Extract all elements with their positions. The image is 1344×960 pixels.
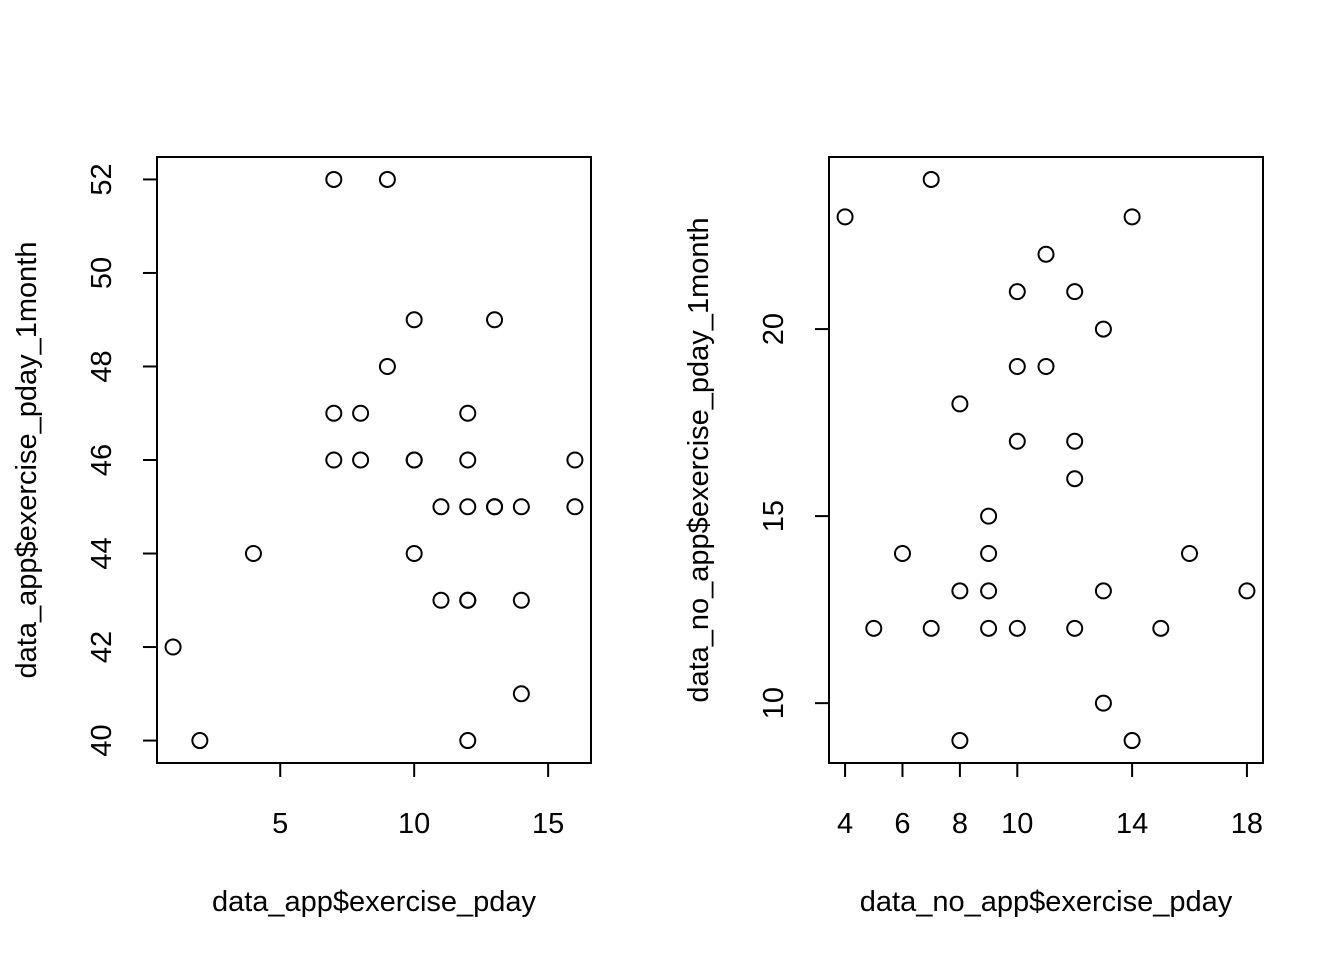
data-point bbox=[486, 311, 504, 329]
plot-frame-left bbox=[156, 156, 592, 764]
data-point bbox=[951, 732, 969, 750]
data-point bbox=[191, 732, 209, 750]
data-point bbox=[566, 451, 584, 469]
y-axis-left: 40 42 44 46 48 50 52 bbox=[86, 163, 158, 757]
points-left bbox=[164, 170, 584, 750]
data-point bbox=[325, 170, 343, 188]
y-tick-label: 15 bbox=[758, 500, 790, 532]
data-point bbox=[1037, 245, 1055, 263]
data-point bbox=[325, 451, 343, 469]
data-point bbox=[352, 404, 370, 422]
y-axis-label-left: data_app$exercise_pday_1month bbox=[11, 242, 43, 679]
data-point bbox=[566, 498, 584, 516]
data-point bbox=[164, 638, 182, 656]
data-point bbox=[1094, 320, 1112, 338]
plot-frame-right bbox=[828, 156, 1264, 764]
y-tick-label: 46 bbox=[86, 444, 118, 476]
data-point bbox=[378, 357, 396, 375]
scatter-panel-right: 4 6 8 10 14 18 10 15 20 data_no_app$exercise_pd… bbox=[683, 156, 1264, 918]
data-point bbox=[1008, 432, 1026, 450]
data-point bbox=[459, 404, 477, 422]
y-axis-right: 10 15 20 bbox=[758, 313, 830, 719]
y-tick-label: 20 bbox=[758, 313, 790, 345]
data-point bbox=[432, 498, 450, 516]
x-axis-right: 4 6 8 10 14 18 bbox=[837, 762, 1263, 840]
data-point bbox=[1066, 470, 1084, 488]
y-tick-label: 50 bbox=[86, 257, 118, 289]
data-point bbox=[1094, 582, 1112, 600]
data-point bbox=[1123, 732, 1141, 750]
y-tick-label: 44 bbox=[86, 537, 118, 569]
data-point bbox=[459, 591, 477, 609]
y-tick-label: 42 bbox=[86, 631, 118, 663]
data-point bbox=[405, 545, 423, 563]
data-point bbox=[922, 619, 940, 637]
x-tick-label: 5 bbox=[272, 808, 288, 840]
data-point bbox=[352, 451, 370, 469]
data-point bbox=[405, 451, 423, 469]
data-point bbox=[486, 498, 504, 516]
x-tick-label: 6 bbox=[894, 808, 910, 840]
data-point bbox=[512, 591, 530, 609]
x-axis-left: 5 10 15 bbox=[272, 762, 564, 840]
data-point bbox=[1066, 432, 1084, 450]
data-point bbox=[836, 208, 854, 226]
x-tick-label: 4 bbox=[837, 808, 853, 840]
data-point bbox=[512, 498, 530, 516]
y-tick-label: 52 bbox=[86, 163, 118, 195]
data-point bbox=[1123, 208, 1141, 226]
x-tick-label: 14 bbox=[1116, 808, 1148, 840]
data-point bbox=[980, 619, 998, 637]
data-point bbox=[378, 170, 396, 188]
data-point bbox=[893, 545, 911, 563]
data-point bbox=[980, 545, 998, 563]
data-point bbox=[1037, 357, 1055, 375]
data-point bbox=[432, 591, 450, 609]
data-point bbox=[1066, 283, 1084, 301]
points-right bbox=[836, 170, 1256, 750]
data-point bbox=[865, 619, 883, 637]
data-point bbox=[405, 311, 423, 329]
data-point bbox=[459, 451, 477, 469]
y-tick-label: 10 bbox=[758, 687, 790, 719]
y-tick-label: 48 bbox=[86, 350, 118, 382]
x-axis-label-left: data_app$exercise_pday bbox=[212, 886, 537, 918]
scatter-panel-left: 5 10 15 40 42 44 46 48 50 52 data_app$exercise_p… bbox=[11, 156, 592, 918]
data-point bbox=[1008, 283, 1026, 301]
data-point bbox=[1238, 582, 1256, 600]
x-axis-label-right: data_no_app$exercise_pday bbox=[860, 886, 1233, 918]
data-point bbox=[1066, 619, 1084, 637]
data-point bbox=[244, 545, 262, 563]
data-point bbox=[951, 582, 969, 600]
y-axis-label-right: data_no_app$exercise_pday_1month bbox=[683, 217, 715, 702]
data-point bbox=[1008, 619, 1026, 637]
x-tick-label: 15 bbox=[532, 808, 564, 840]
data-point bbox=[1181, 545, 1199, 563]
data-point bbox=[1008, 357, 1026, 375]
y-tick-label: 40 bbox=[86, 724, 118, 756]
data-point bbox=[325, 404, 343, 422]
data-point bbox=[980, 507, 998, 525]
data-point bbox=[922, 170, 940, 188]
data-point bbox=[1152, 619, 1170, 637]
data-point bbox=[1094, 694, 1112, 712]
data-point bbox=[951, 395, 969, 413]
x-tick-label: 18 bbox=[1231, 808, 1263, 840]
x-tick-label: 10 bbox=[398, 808, 430, 840]
x-tick-label: 8 bbox=[952, 808, 968, 840]
data-point bbox=[459, 498, 477, 516]
x-tick-label: 10 bbox=[1001, 808, 1033, 840]
data-point bbox=[980, 582, 998, 600]
data-point bbox=[459, 732, 477, 750]
data-point bbox=[512, 685, 530, 703]
